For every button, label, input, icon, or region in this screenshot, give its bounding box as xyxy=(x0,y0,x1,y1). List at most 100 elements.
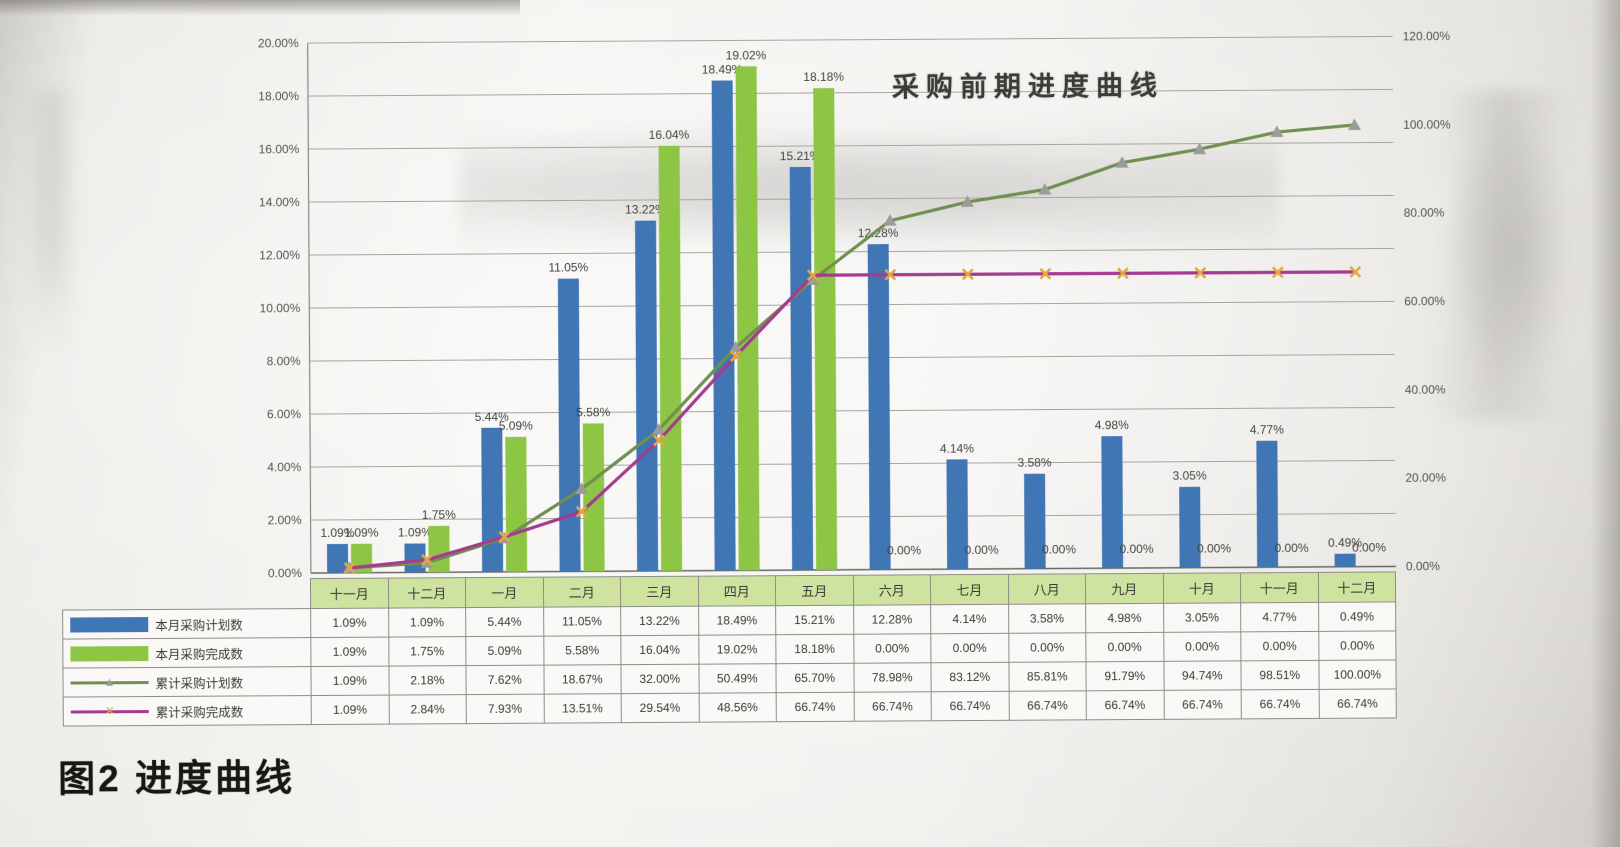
table-cell-monthly-actual: 0.00% xyxy=(1240,630,1319,662)
bar-label-monthly-actual: 0.00% xyxy=(1352,540,1386,554)
month-header-cell: 十一月 xyxy=(1239,571,1319,604)
month-header-cell: 八月 xyxy=(1007,573,1087,605)
table-cell-cumulative-actual: 13.51% xyxy=(543,693,622,724)
month-header-cell: 二月 xyxy=(542,576,622,608)
line-cumulative-plan xyxy=(349,123,1355,570)
table-cell-monthly-actual: 16.04% xyxy=(620,634,699,666)
legend-swatch-cumulative-actual: ✕ xyxy=(70,704,149,719)
bar-monthly-plan xyxy=(481,427,504,573)
table-cell-monthly-plan: 4.77% xyxy=(1240,601,1319,633)
bar-label-monthly-plan: 4.77% xyxy=(1250,423,1284,437)
bar-label-monthly-actual: 1.75% xyxy=(422,508,456,522)
table-cell-monthly-actual: 0.00% xyxy=(1317,630,1397,661)
bar-label-monthly-plan: 1.09% xyxy=(320,526,354,540)
bar-label-monthly-plan: 4.14% xyxy=(940,441,974,455)
legend-item-cumulative-actual: ✕ 累计采购完成数 xyxy=(62,695,312,727)
bar-monthly-plan xyxy=(404,543,426,573)
marker-x-cumulative-actual xyxy=(421,553,434,566)
bar-monthly-actual xyxy=(658,145,683,571)
month-header-cell: 十月 xyxy=(1162,572,1242,604)
legend-swatch-cumulative-plan: ▲ xyxy=(70,675,149,690)
table-cell-cumulative-plan: 7.62% xyxy=(465,664,545,696)
table-cell-cumulative-actual: 66.74% xyxy=(1163,689,1242,720)
table-cell-cumulative-actual: 66.74% xyxy=(775,691,855,723)
gridline xyxy=(309,353,1395,362)
table-cell-monthly-actual: 1.75% xyxy=(387,636,467,667)
left-axis-tick-label: 8.00% xyxy=(267,354,301,368)
left-axis-line xyxy=(307,43,312,574)
marker-x-cumulative-actual xyxy=(498,530,511,543)
marker-triangle-cumulative-plan xyxy=(1115,156,1129,168)
legend-label-monthly-actual: 本月采购完成数 xyxy=(155,646,243,662)
table-cell-monthly-plan: 0.49% xyxy=(1317,601,1397,632)
table-cell-monthly-plan: 18.49% xyxy=(697,605,777,636)
bar-label-monthly-plan: 5.44% xyxy=(475,410,509,424)
marker-x-cumulative-actual xyxy=(343,562,356,574)
right-axis-tick-label: 60.00% xyxy=(1404,294,1445,308)
table-cell-monthly-actual: 1.09% xyxy=(310,636,389,668)
left-axis-tick-label: 12.00% xyxy=(259,248,300,262)
marker-x-cumulative-actual xyxy=(1039,267,1052,280)
table-cell-cumulative-plan: 18.67% xyxy=(542,664,622,695)
bar-label-monthly-actual: 0.00% xyxy=(1274,541,1308,555)
month-header-cell: 三月 xyxy=(619,575,699,608)
right-axis-tick-label: 100.00% xyxy=(1403,117,1451,131)
table-cell-monthly-plan: 15.21% xyxy=(775,604,854,636)
table-cell-monthly-plan: 1.09% xyxy=(387,607,467,638)
bar-monthly-plan xyxy=(1179,486,1201,568)
legend-item-monthly-plan: 本月采购计划数 xyxy=(62,608,312,640)
chart-title: 采购前期进度曲线 xyxy=(891,70,1165,103)
marker-triangle-cumulative-plan xyxy=(575,482,589,494)
bar-label-monthly-actual: 1.09% xyxy=(344,526,378,540)
table-cell-monthly-actual: 5.58% xyxy=(542,635,622,666)
left-axis-tick-label: 16.00% xyxy=(259,142,300,156)
bar-monthly-plan xyxy=(1256,440,1279,568)
table-cell-cumulative-plan: 32.00% xyxy=(620,663,700,695)
gridline xyxy=(310,512,1396,521)
table-cell-cumulative-actual: 2.84% xyxy=(388,694,467,725)
table-cell-cumulative-actual: 48.56% xyxy=(698,692,777,723)
bar-monthly-actual xyxy=(505,436,528,572)
marker-x-cumulative-actual xyxy=(884,268,897,281)
table-cell-cumulative-actual: 29.54% xyxy=(620,692,700,724)
table-cell-cumulative-plan: 78.98% xyxy=(852,662,932,693)
bar-monthly-plan xyxy=(946,459,969,570)
bar-monthly-actual xyxy=(735,66,760,571)
table-cell-monthly-plan: 5.44% xyxy=(465,606,544,638)
bar-monthly-plan xyxy=(635,220,659,572)
bar-label-monthly-actual: 19.02% xyxy=(726,48,767,62)
table-cell-cumulative-actual: 66.74% xyxy=(1008,690,1087,721)
legend-label-monthly-plan: 本月采购计划数 xyxy=(155,617,243,633)
table-cell-cumulative-actual: 7.93% xyxy=(465,693,545,725)
table-cell-monthly-actual: 19.02% xyxy=(697,634,777,665)
left-axis-tick-label: 2.00% xyxy=(268,513,302,527)
bar-label-monthly-actual: 0.00% xyxy=(964,543,998,557)
table-corner xyxy=(62,578,311,611)
bar-label-monthly-plan: 4.98% xyxy=(1095,418,1129,432)
bar-label-monthly-plan: 15.21% xyxy=(780,149,821,163)
marker-triangle-cumulative-plan xyxy=(960,195,974,207)
table-cell-monthly-plan: 3.58% xyxy=(1007,603,1087,634)
table-cell-cumulative-plan: 65.70% xyxy=(775,662,855,694)
marker-x-cumulative-actual xyxy=(652,434,665,447)
figure-caption: 图2 进度曲线 xyxy=(58,757,296,800)
right-axis-tick-label: 80.00% xyxy=(1404,206,1445,220)
table-cell-cumulative-plan: 94.74% xyxy=(1162,660,1242,691)
bar-monthly-plan xyxy=(867,244,891,570)
right-axis-tick-label: 120.00% xyxy=(1403,29,1451,43)
table-cell-monthly-plan: 12.28% xyxy=(852,604,932,635)
legend-item-monthly-actual: 本月采购完成数 xyxy=(62,637,312,669)
marker-x-cumulative-actual xyxy=(961,268,974,281)
right-axis-tick-label: 0.00% xyxy=(1406,559,1440,573)
bar-label-monthly-actual: 0.00% xyxy=(887,543,921,557)
table-cell-monthly-plan: 3.05% xyxy=(1162,602,1242,633)
bar-label-monthly-actual: 0.00% xyxy=(1119,542,1153,556)
table-cell-cumulative-plan: 83.12% xyxy=(930,661,1010,693)
bar-monthly-plan xyxy=(326,543,349,573)
right-axis-tick-label: 20.00% xyxy=(1405,471,1446,485)
left-axis-tick-label: 4.00% xyxy=(267,460,301,474)
table-cell-monthly-actual: 0.00% xyxy=(852,633,932,664)
marker-triangle-cumulative-plan xyxy=(1193,142,1207,155)
